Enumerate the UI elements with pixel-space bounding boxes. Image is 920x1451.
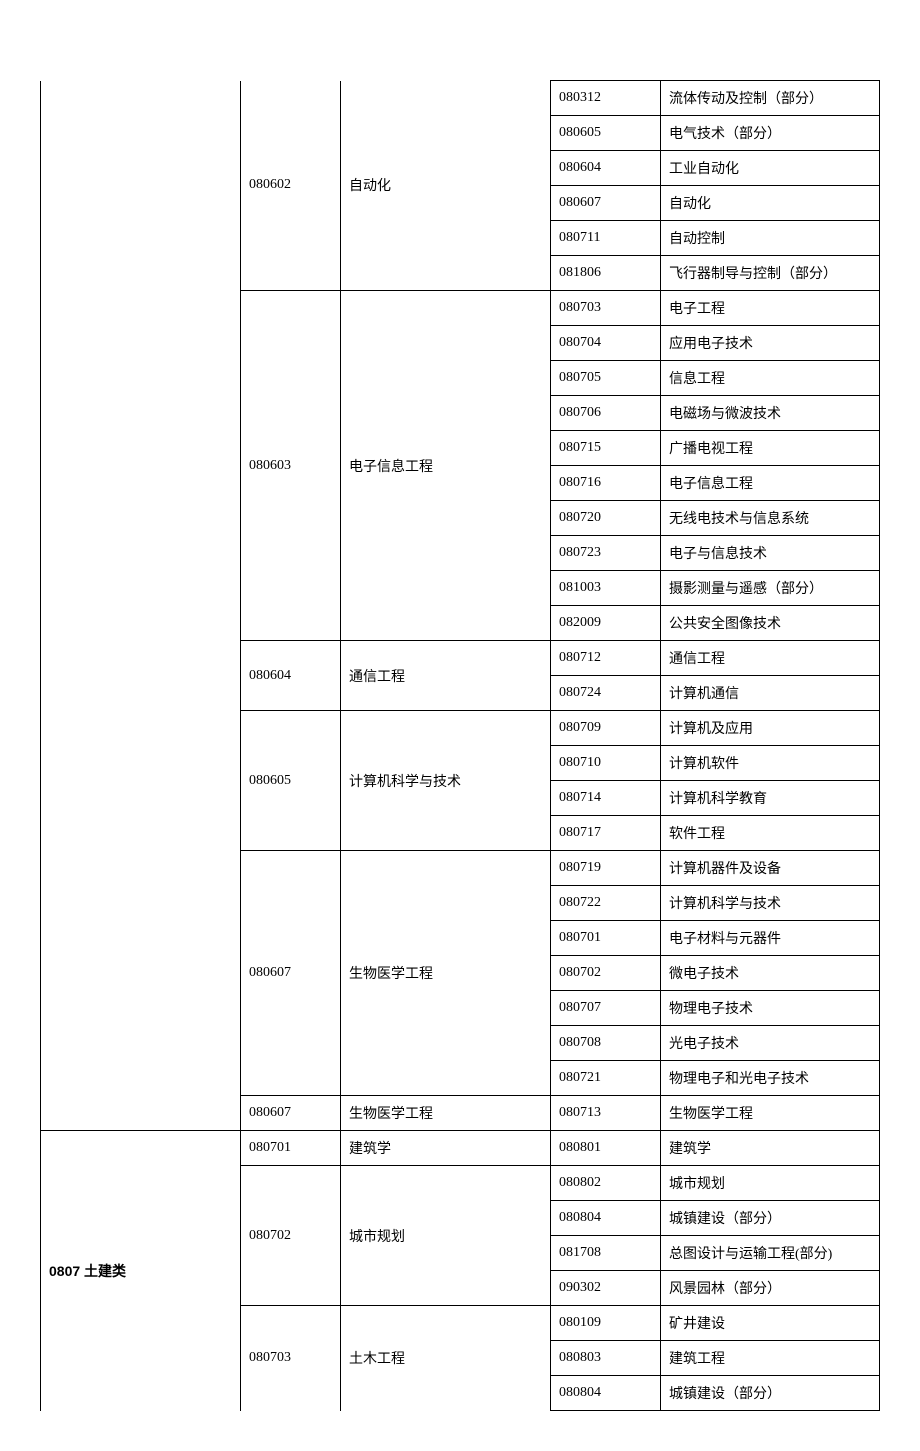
sub-code-cell: 080702 [551, 956, 661, 991]
sub-name-cell: 流体传动及控制（部分） [661, 81, 880, 116]
sub-name-cell: 应用电子技术 [661, 326, 880, 361]
sub-code-cell: 080713 [551, 1096, 661, 1131]
sub-code-cell: 080712 [551, 641, 661, 676]
sub-code-cell: 080312 [551, 81, 661, 116]
major-code-cell: 080701 [241, 1131, 341, 1166]
sub-name-cell: 公共安全图像技术 [661, 606, 880, 641]
sub-name-cell: 总图设计与运输工程(部分) [661, 1236, 880, 1271]
sub-name-cell: 电气技术（部分） [661, 116, 880, 151]
sub-code-cell: 080720 [551, 501, 661, 536]
major-name-cell: 电子信息工程 [341, 291, 551, 641]
sub-name-cell: 电磁场与微波技术 [661, 396, 880, 431]
major-table: 080602自动化080312流体传动及控制（部分）080605电气技术（部分）… [40, 80, 880, 1411]
sub-name-cell: 电子信息工程 [661, 466, 880, 501]
sub-name-cell: 建筑工程 [661, 1341, 880, 1376]
sub-code-cell: 081003 [551, 571, 661, 606]
major-code-cell: 080605 [241, 711, 341, 851]
sub-code-cell: 080804 [551, 1376, 661, 1411]
sub-code-cell: 080716 [551, 466, 661, 501]
major-code-cell: 080603 [241, 291, 341, 641]
major-name-cell: 通信工程 [341, 641, 551, 711]
sub-name-cell: 无线电技术与信息系统 [661, 501, 880, 536]
sub-code-cell: 080715 [551, 431, 661, 466]
major-code-cell: 080602 [241, 81, 341, 291]
sub-name-cell: 光电子技术 [661, 1026, 880, 1061]
major-code-cell: 080604 [241, 641, 341, 711]
sub-name-cell: 城镇建设（部分） [661, 1376, 880, 1411]
sub-name-cell: 电子材料与元器件 [661, 921, 880, 956]
sub-name-cell: 自动控制 [661, 221, 880, 256]
sub-code-cell: 080708 [551, 1026, 661, 1061]
sub-name-cell: 信息工程 [661, 361, 880, 396]
sub-code-cell: 080710 [551, 746, 661, 781]
sub-name-cell: 软件工程 [661, 816, 880, 851]
sub-name-cell: 计算机器件及设备 [661, 851, 880, 886]
sub-code-cell: 080714 [551, 781, 661, 816]
sub-name-cell: 城镇建设（部分） [661, 1201, 880, 1236]
major-code-cell: 080607 [241, 1096, 341, 1131]
major-name-cell: 计算机科学与技术 [341, 711, 551, 851]
sub-name-cell: 自动化 [661, 186, 880, 221]
sub-name-cell: 城市规划 [661, 1166, 880, 1201]
sub-code-cell: 080711 [551, 221, 661, 256]
category-cell: 0807 土建类 [41, 1131, 241, 1411]
sub-name-cell: 矿井建设 [661, 1306, 880, 1341]
sub-code-cell: 081708 [551, 1236, 661, 1271]
major-name-cell: 土木工程 [341, 1306, 551, 1411]
sub-code-cell: 090302 [551, 1271, 661, 1306]
sub-name-cell: 摄影测量与遥感（部分） [661, 571, 880, 606]
sub-code-cell: 080607 [551, 186, 661, 221]
major-name-cell: 自动化 [341, 81, 551, 291]
sub-name-cell: 计算机科学教育 [661, 781, 880, 816]
sub-code-cell: 080719 [551, 851, 661, 886]
sub-code-cell: 080804 [551, 1201, 661, 1236]
sub-code-cell: 080802 [551, 1166, 661, 1201]
sub-name-cell: 微电子技术 [661, 956, 880, 991]
sub-code-cell: 080723 [551, 536, 661, 571]
sub-name-cell: 计算机软件 [661, 746, 880, 781]
sub-name-cell: 飞行器制导与控制（部分） [661, 256, 880, 291]
sub-code-cell: 080703 [551, 291, 661, 326]
sub-code-cell: 080801 [551, 1131, 661, 1166]
sub-name-cell: 生物医学工程 [661, 1096, 880, 1131]
sub-code-cell: 080704 [551, 326, 661, 361]
major-name-cell: 生物医学工程 [341, 851, 551, 1096]
sub-name-cell: 广播电视工程 [661, 431, 880, 466]
sub-code-cell: 080706 [551, 396, 661, 431]
major-name-cell: 生物医学工程 [341, 1096, 551, 1131]
sub-name-cell: 建筑学 [661, 1131, 880, 1166]
sub-name-cell: 计算机通信 [661, 676, 880, 711]
sub-code-cell: 080705 [551, 361, 661, 396]
major-name-cell: 城市规划 [341, 1166, 551, 1306]
major-code-cell: 080607 [241, 851, 341, 1096]
sub-code-cell: 080717 [551, 816, 661, 851]
major-name-cell: 建筑学 [341, 1131, 551, 1166]
table-row: 0807 土建类080701建筑学080801建筑学 [41, 1131, 880, 1166]
sub-code-cell: 081806 [551, 256, 661, 291]
sub-code-cell: 080722 [551, 886, 661, 921]
sub-code-cell: 082009 [551, 606, 661, 641]
sub-name-cell: 工业自动化 [661, 151, 880, 186]
sub-name-cell: 通信工程 [661, 641, 880, 676]
sub-name-cell: 计算机及应用 [661, 711, 880, 746]
sub-code-cell: 080604 [551, 151, 661, 186]
table-row: 080602自动化080312流体传动及控制（部分） [41, 81, 880, 116]
sub-code-cell: 080724 [551, 676, 661, 711]
sub-code-cell: 080709 [551, 711, 661, 746]
sub-name-cell: 物理电子技术 [661, 991, 880, 1026]
major-code-cell: 080702 [241, 1166, 341, 1306]
sub-name-cell: 电子工程 [661, 291, 880, 326]
sub-code-cell: 080707 [551, 991, 661, 1026]
sub-name-cell: 物理电子和光电子技术 [661, 1061, 880, 1096]
sub-code-cell: 080721 [551, 1061, 661, 1096]
sub-code-cell: 080109 [551, 1306, 661, 1341]
sub-code-cell: 080803 [551, 1341, 661, 1376]
category-cell [41, 81, 241, 1131]
sub-code-cell: 080605 [551, 116, 661, 151]
sub-name-cell: 电子与信息技术 [661, 536, 880, 571]
sub-code-cell: 080701 [551, 921, 661, 956]
sub-name-cell: 计算机科学与技术 [661, 886, 880, 921]
major-code-cell: 080703 [241, 1306, 341, 1411]
sub-name-cell: 风景园林（部分） [661, 1271, 880, 1306]
